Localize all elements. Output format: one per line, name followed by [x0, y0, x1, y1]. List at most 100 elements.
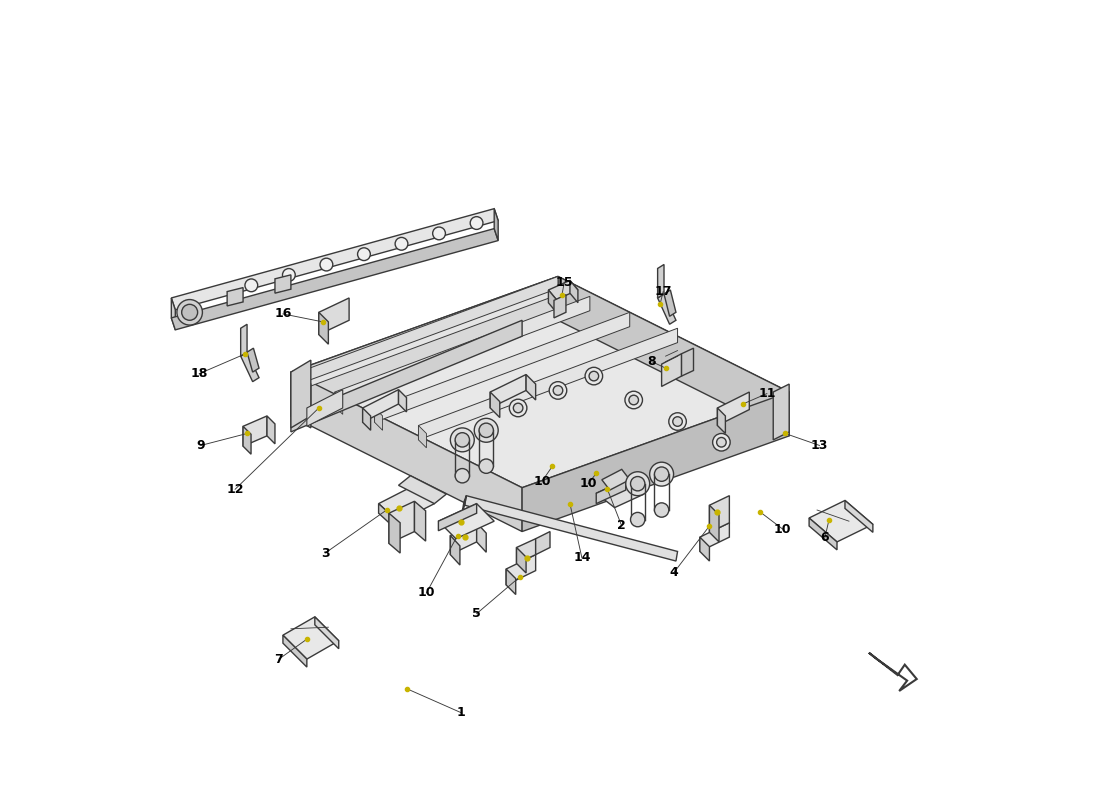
- Circle shape: [478, 423, 494, 438]
- Polygon shape: [450, 522, 476, 554]
- Polygon shape: [319, 298, 349, 334]
- Polygon shape: [476, 522, 486, 552]
- Polygon shape: [810, 518, 837, 550]
- Circle shape: [474, 418, 498, 442]
- Polygon shape: [491, 374, 526, 408]
- Circle shape: [626, 472, 650, 496]
- Text: 9: 9: [197, 439, 205, 452]
- Circle shape: [669, 413, 686, 430]
- Circle shape: [432, 227, 446, 240]
- Circle shape: [478, 459, 494, 474]
- Text: 17: 17: [654, 285, 672, 298]
- Polygon shape: [398, 476, 447, 504]
- Polygon shape: [389, 514, 400, 553]
- Polygon shape: [241, 324, 248, 356]
- Polygon shape: [389, 502, 415, 543]
- Text: 18: 18: [190, 367, 208, 380]
- Polygon shape: [418, 328, 678, 440]
- Polygon shape: [717, 408, 725, 434]
- Polygon shape: [522, 392, 789, 531]
- Circle shape: [320, 258, 333, 271]
- Polygon shape: [375, 312, 629, 422]
- Text: 6: 6: [821, 530, 829, 544]
- Polygon shape: [700, 537, 710, 561]
- Polygon shape: [299, 277, 558, 384]
- Polygon shape: [363, 408, 371, 430]
- Polygon shape: [275, 275, 290, 293]
- Circle shape: [358, 248, 371, 261]
- Polygon shape: [378, 486, 434, 522]
- Polygon shape: [172, 298, 175, 330]
- Polygon shape: [378, 504, 398, 531]
- Text: 14: 14: [573, 551, 591, 564]
- Polygon shape: [418, 426, 427, 448]
- Polygon shape: [773, 384, 789, 440]
- Polygon shape: [375, 408, 383, 430]
- Polygon shape: [243, 416, 267, 446]
- Polygon shape: [415, 502, 426, 541]
- Polygon shape: [243, 426, 251, 454]
- Polygon shape: [658, 294, 676, 324]
- Text: 12: 12: [227, 482, 244, 496]
- Polygon shape: [710, 506, 719, 542]
- Text: 1: 1: [456, 706, 465, 719]
- Polygon shape: [319, 312, 329, 344]
- Text: 3: 3: [321, 546, 330, 559]
- Circle shape: [713, 434, 730, 451]
- Polygon shape: [658, 265, 664, 298]
- Circle shape: [654, 467, 669, 482]
- Text: 7: 7: [275, 653, 284, 666]
- Polygon shape: [283, 617, 339, 659]
- Circle shape: [630, 477, 645, 491]
- Polygon shape: [664, 290, 676, 316]
- Polygon shape: [290, 320, 522, 432]
- Polygon shape: [506, 554, 536, 585]
- Text: 10: 10: [580, 478, 597, 490]
- Polygon shape: [549, 281, 578, 299]
- Polygon shape: [334, 392, 343, 414]
- Circle shape: [283, 269, 295, 282]
- Text: 8: 8: [648, 355, 657, 368]
- Circle shape: [553, 386, 563, 395]
- Polygon shape: [299, 376, 307, 398]
- Circle shape: [450, 428, 474, 452]
- Polygon shape: [334, 296, 590, 406]
- Polygon shape: [398, 390, 407, 412]
- Polygon shape: [290, 360, 311, 428]
- Polygon shape: [172, 209, 498, 310]
- Polygon shape: [506, 569, 516, 594]
- Circle shape: [629, 395, 638, 405]
- Text: 10: 10: [418, 586, 436, 599]
- Polygon shape: [845, 501, 873, 532]
- Polygon shape: [661, 354, 682, 386]
- Circle shape: [590, 371, 598, 381]
- Circle shape: [650, 462, 673, 486]
- Circle shape: [673, 417, 682, 426]
- Polygon shape: [570, 281, 578, 302]
- Polygon shape: [526, 374, 536, 400]
- Circle shape: [245, 279, 257, 292]
- Polygon shape: [290, 277, 789, 488]
- Polygon shape: [491, 392, 499, 418]
- Text: 15: 15: [556, 275, 573, 289]
- Circle shape: [395, 238, 408, 250]
- Polygon shape: [517, 547, 526, 573]
- Polygon shape: [462, 496, 466, 512]
- Circle shape: [509, 399, 527, 417]
- Polygon shape: [549, 290, 557, 312]
- Polygon shape: [307, 390, 343, 426]
- Polygon shape: [869, 653, 916, 691]
- Circle shape: [716, 438, 726, 447]
- Polygon shape: [172, 229, 498, 330]
- Polygon shape: [710, 496, 729, 532]
- Polygon shape: [717, 392, 749, 426]
- Polygon shape: [267, 416, 275, 444]
- Polygon shape: [248, 348, 258, 372]
- Text: 10: 10: [534, 475, 551, 488]
- Polygon shape: [227, 287, 243, 306]
- Polygon shape: [290, 372, 311, 428]
- Polygon shape: [363, 390, 398, 422]
- Text: 13: 13: [811, 439, 828, 452]
- Circle shape: [630, 513, 645, 526]
- Polygon shape: [450, 535, 460, 565]
